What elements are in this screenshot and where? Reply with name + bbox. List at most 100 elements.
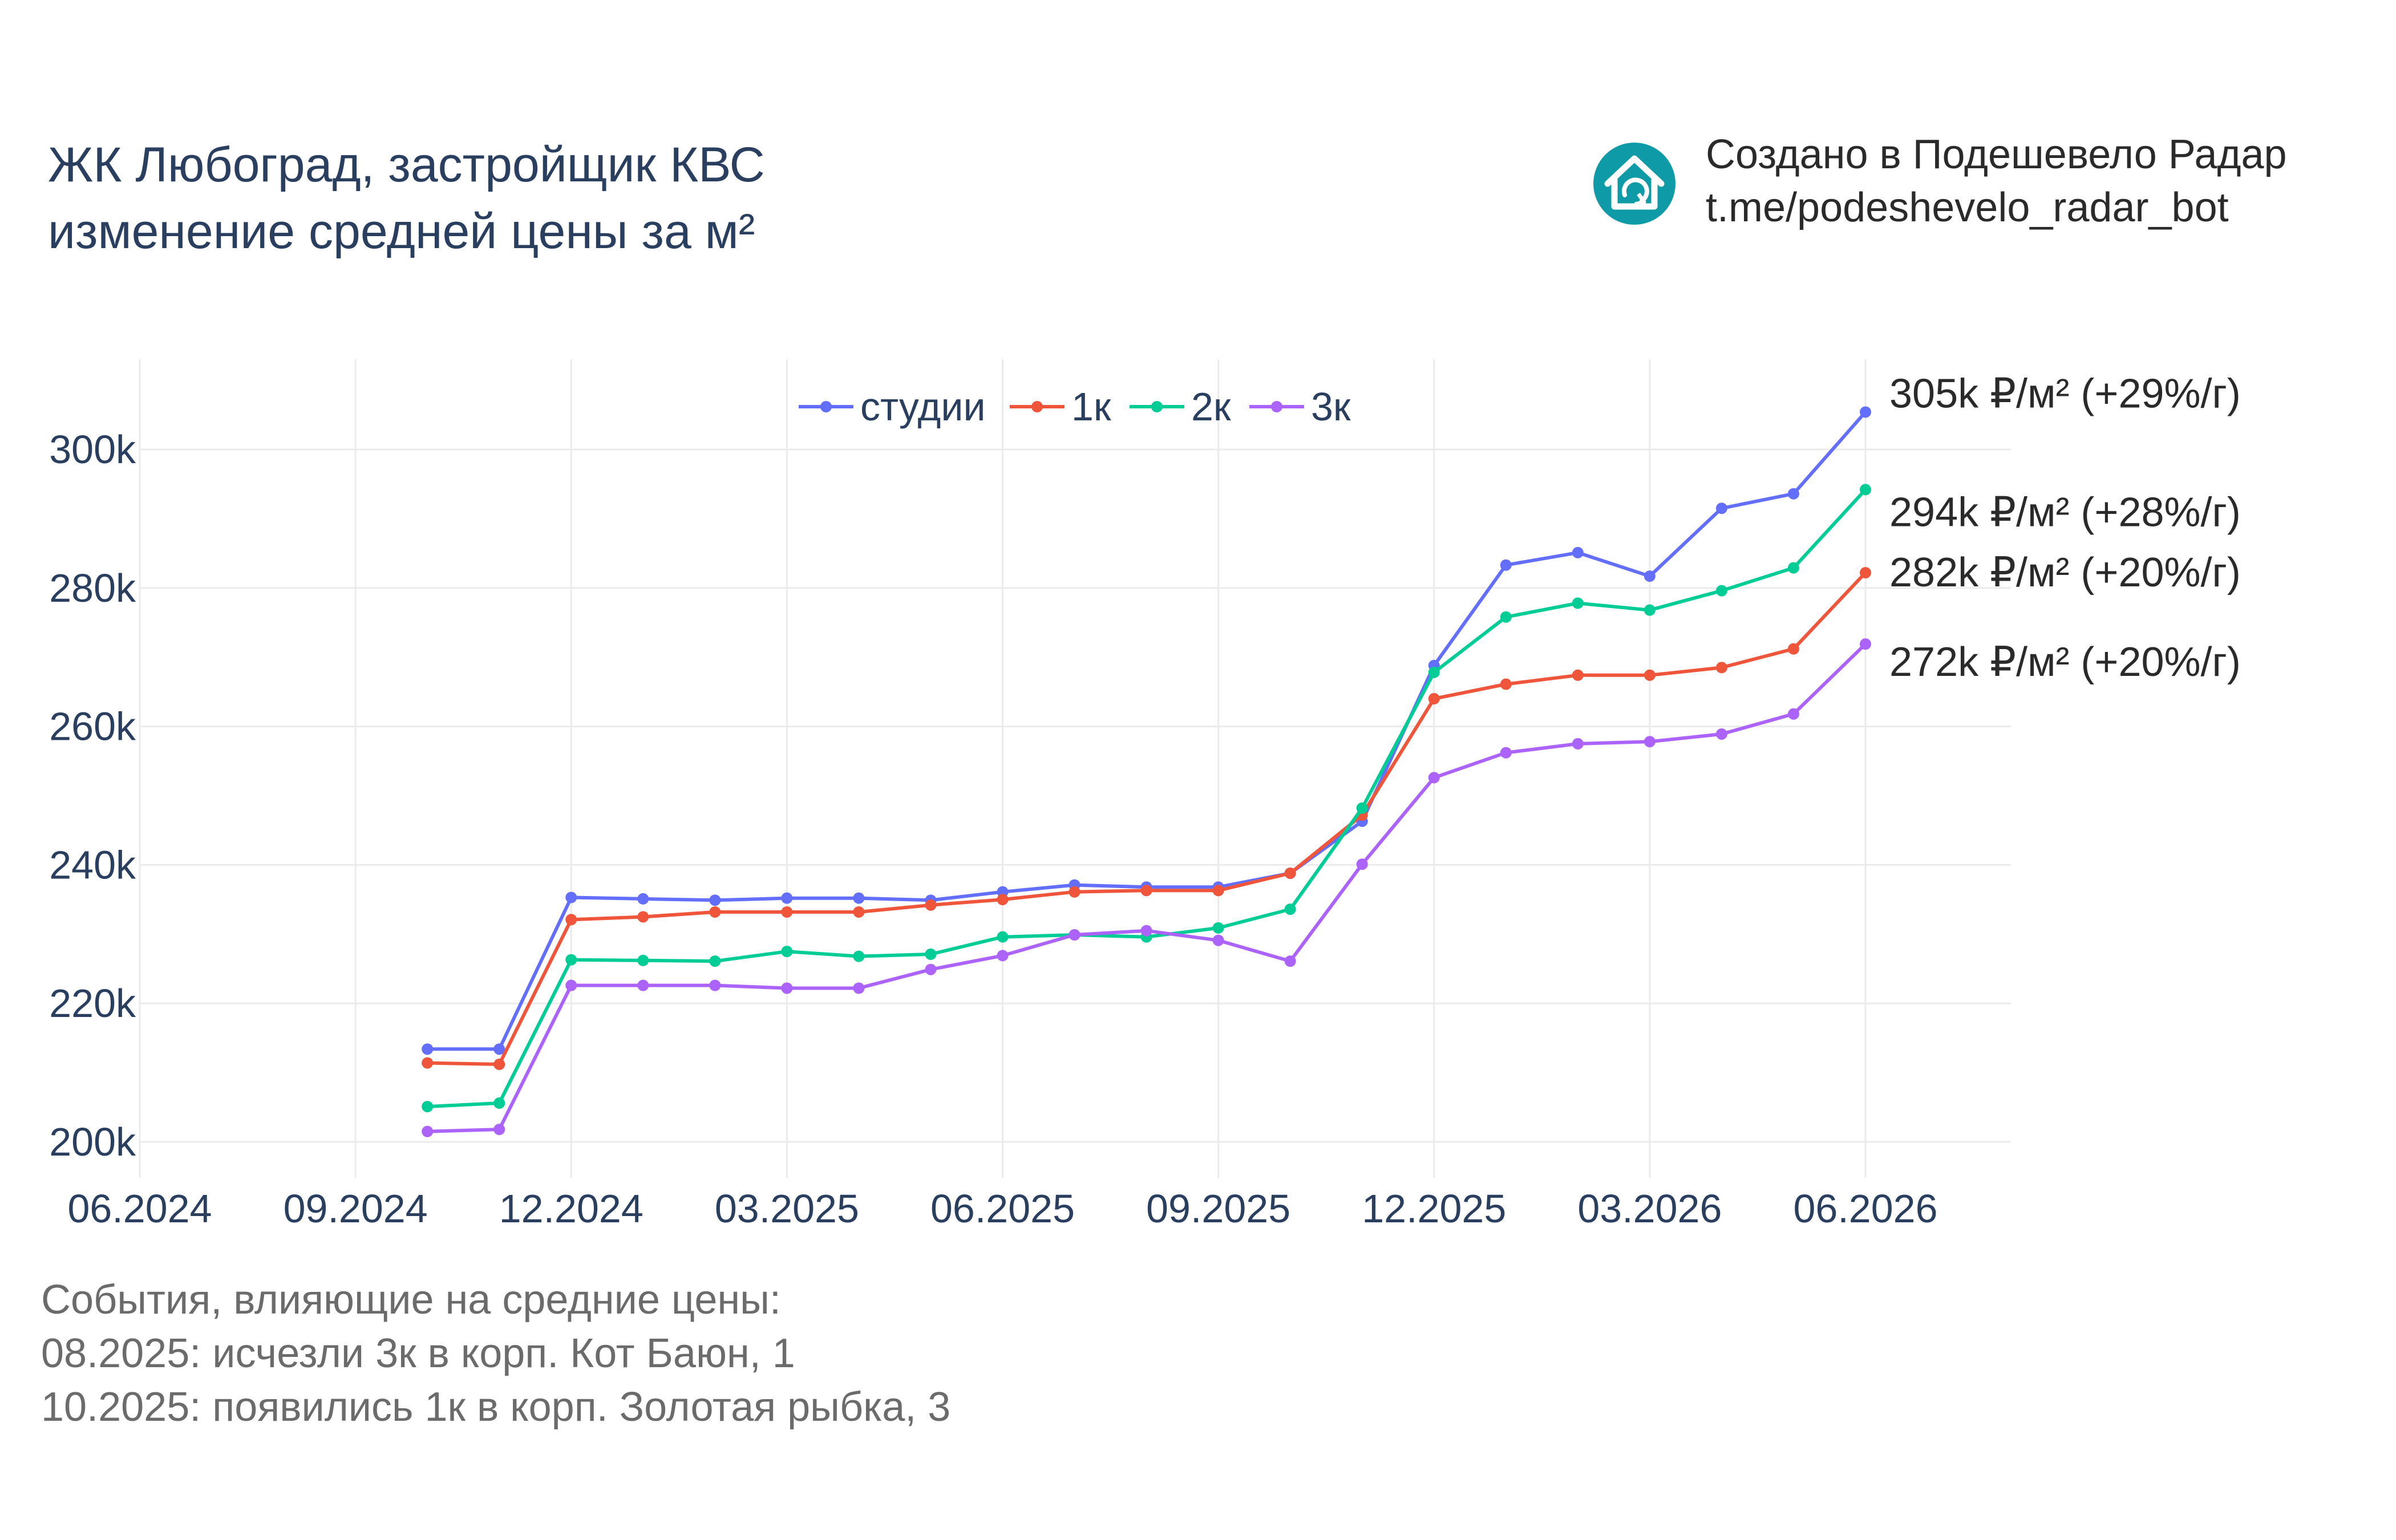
data-point: [1860, 406, 1871, 418]
legend-label: 2к: [1191, 384, 1231, 429]
brand-link[interactable]: t.me/podeshevelo_radar_bot: [1706, 185, 2229, 230]
data-point: [1715, 585, 1727, 597]
data-point: [1428, 693, 1440, 705]
data-point: [1860, 567, 1871, 579]
end-value-label: 282k ₽/м² (+20%/г): [1889, 550, 2241, 595]
legend-item-1к[interactable]: 1к: [1010, 384, 1111, 429]
data-point: [493, 1097, 505, 1109]
data-point: [1212, 885, 1224, 897]
data-point: [709, 906, 721, 918]
brand-block: Создано в Подешевело Радар t.me/podeshev…: [1593, 132, 2287, 230]
data-point: [637, 954, 649, 966]
legend-label: 1к: [1071, 384, 1111, 429]
legend-marker: [820, 401, 832, 412]
legend-marker: [1271, 401, 1282, 412]
data-point: [1644, 669, 1656, 681]
event-item: 10.2025: появились 1к в корп. Золотая ры…: [41, 1384, 950, 1430]
data-point: [1572, 669, 1584, 681]
data-point: [781, 982, 793, 994]
data-point: [997, 931, 1009, 943]
data-point: [1428, 772, 1440, 784]
data-point: [1644, 604, 1656, 616]
data-point: [1428, 666, 1440, 678]
data-point: [493, 1043, 505, 1055]
data-point: [1500, 559, 1512, 571]
data-point: [1860, 638, 1871, 650]
data-point: [1787, 488, 1799, 500]
data-point: [781, 946, 793, 958]
event-item: 08.2025: исчезли 3к в корп. Кот Баюн, 1: [41, 1331, 795, 1376]
data-point: [1212, 934, 1224, 946]
data-point: [1140, 885, 1152, 897]
data-point: [1069, 929, 1080, 941]
brand-name: Создано в Подешевело Радар: [1706, 132, 2287, 177]
series-lines: [422, 406, 1871, 1137]
data-point: [1787, 643, 1799, 655]
data-point: [565, 891, 577, 903]
chart-title-line: ЖК Любоград, застройщик КВС: [48, 137, 765, 192]
x-tick-label: 06.2025: [930, 1186, 1075, 1231]
y-tick-label: 280k: [49, 566, 136, 610]
data-point: [997, 894, 1009, 906]
events-heading: События, влияющие на средние цены:: [41, 1277, 781, 1323]
data-point: [1860, 484, 1871, 496]
y-tick-label: 260k: [49, 704, 136, 749]
house-refresh-icon: [1593, 143, 1675, 225]
data-point: [1787, 708, 1799, 720]
data-point: [925, 899, 937, 911]
data-point: [1500, 747, 1512, 759]
data-point: [1572, 546, 1584, 558]
data-point: [853, 906, 865, 918]
data-point: [1284, 867, 1296, 879]
data-point: [637, 911, 649, 923]
data-point: [422, 1043, 434, 1055]
data-point: [1644, 570, 1656, 582]
data-point: [1500, 611, 1512, 623]
data-point: [1644, 736, 1656, 748]
data-point: [1500, 678, 1512, 690]
legend[interactable]: студии 1к 2к 3к: [799, 384, 1351, 429]
data-point: [1212, 922, 1224, 934]
data-point: [1356, 858, 1368, 870]
chart-title: ЖК Любоград, застройщик КВС изменение ср…: [48, 137, 765, 259]
end-labels: 305k ₽/м² (+29%/г) 294k ₽/м² (+28%/г) 282k…: [1889, 371, 2241, 685]
legend-item-2к[interactable]: 2к: [1130, 384, 1231, 429]
y-axis: 200k 220k 240k 260k 280k 300k: [49, 427, 136, 1164]
y-tick-label: 240k: [49, 842, 136, 887]
y-tick-label: 220k: [49, 981, 136, 1026]
x-tick-label: 12.2025: [1362, 1186, 1506, 1231]
data-point: [709, 955, 721, 967]
data-point: [1715, 728, 1727, 740]
data-point: [1715, 662, 1727, 674]
data-point: [1356, 802, 1368, 814]
legend-item-3к[interactable]: 3к: [1249, 384, 1351, 429]
data-point: [422, 1125, 434, 1137]
data-point: [1284, 955, 1296, 967]
legend-label: студии: [860, 384, 986, 429]
x-tick-label: 03.2025: [715, 1186, 859, 1231]
data-point: [1572, 737, 1584, 749]
data-point: [493, 1124, 505, 1136]
data-point: [1069, 886, 1080, 898]
x-tick-label: 09.2025: [1146, 1186, 1290, 1231]
x-tick-label: 03.2026: [1577, 1186, 1722, 1231]
x-axis: 06.2024 09.2024 12.2024 03.2025 06.2025 09.20…: [67, 1186, 1937, 1231]
data-point: [565, 979, 577, 991]
data-point: [709, 979, 721, 991]
series-3к: [422, 638, 1871, 1137]
x-tick-label: 12.2024: [499, 1186, 643, 1231]
data-point: [637, 893, 649, 905]
y-tick-label: 200k: [49, 1120, 136, 1164]
data-point: [781, 892, 793, 904]
data-point: [853, 950, 865, 962]
events-note: События, влияющие на средние цены: 08.20…: [41, 1277, 950, 1430]
data-point: [493, 1059, 505, 1071]
data-point: [853, 892, 865, 904]
data-point: [853, 982, 865, 994]
legend-item-студии[interactable]: студии: [799, 384, 986, 429]
series-1к: [422, 567, 1871, 1071]
data-point: [637, 979, 649, 991]
end-value-label: 272k ₽/м² (+20%/г): [1889, 639, 2241, 685]
legend-marker: [1151, 401, 1163, 412]
